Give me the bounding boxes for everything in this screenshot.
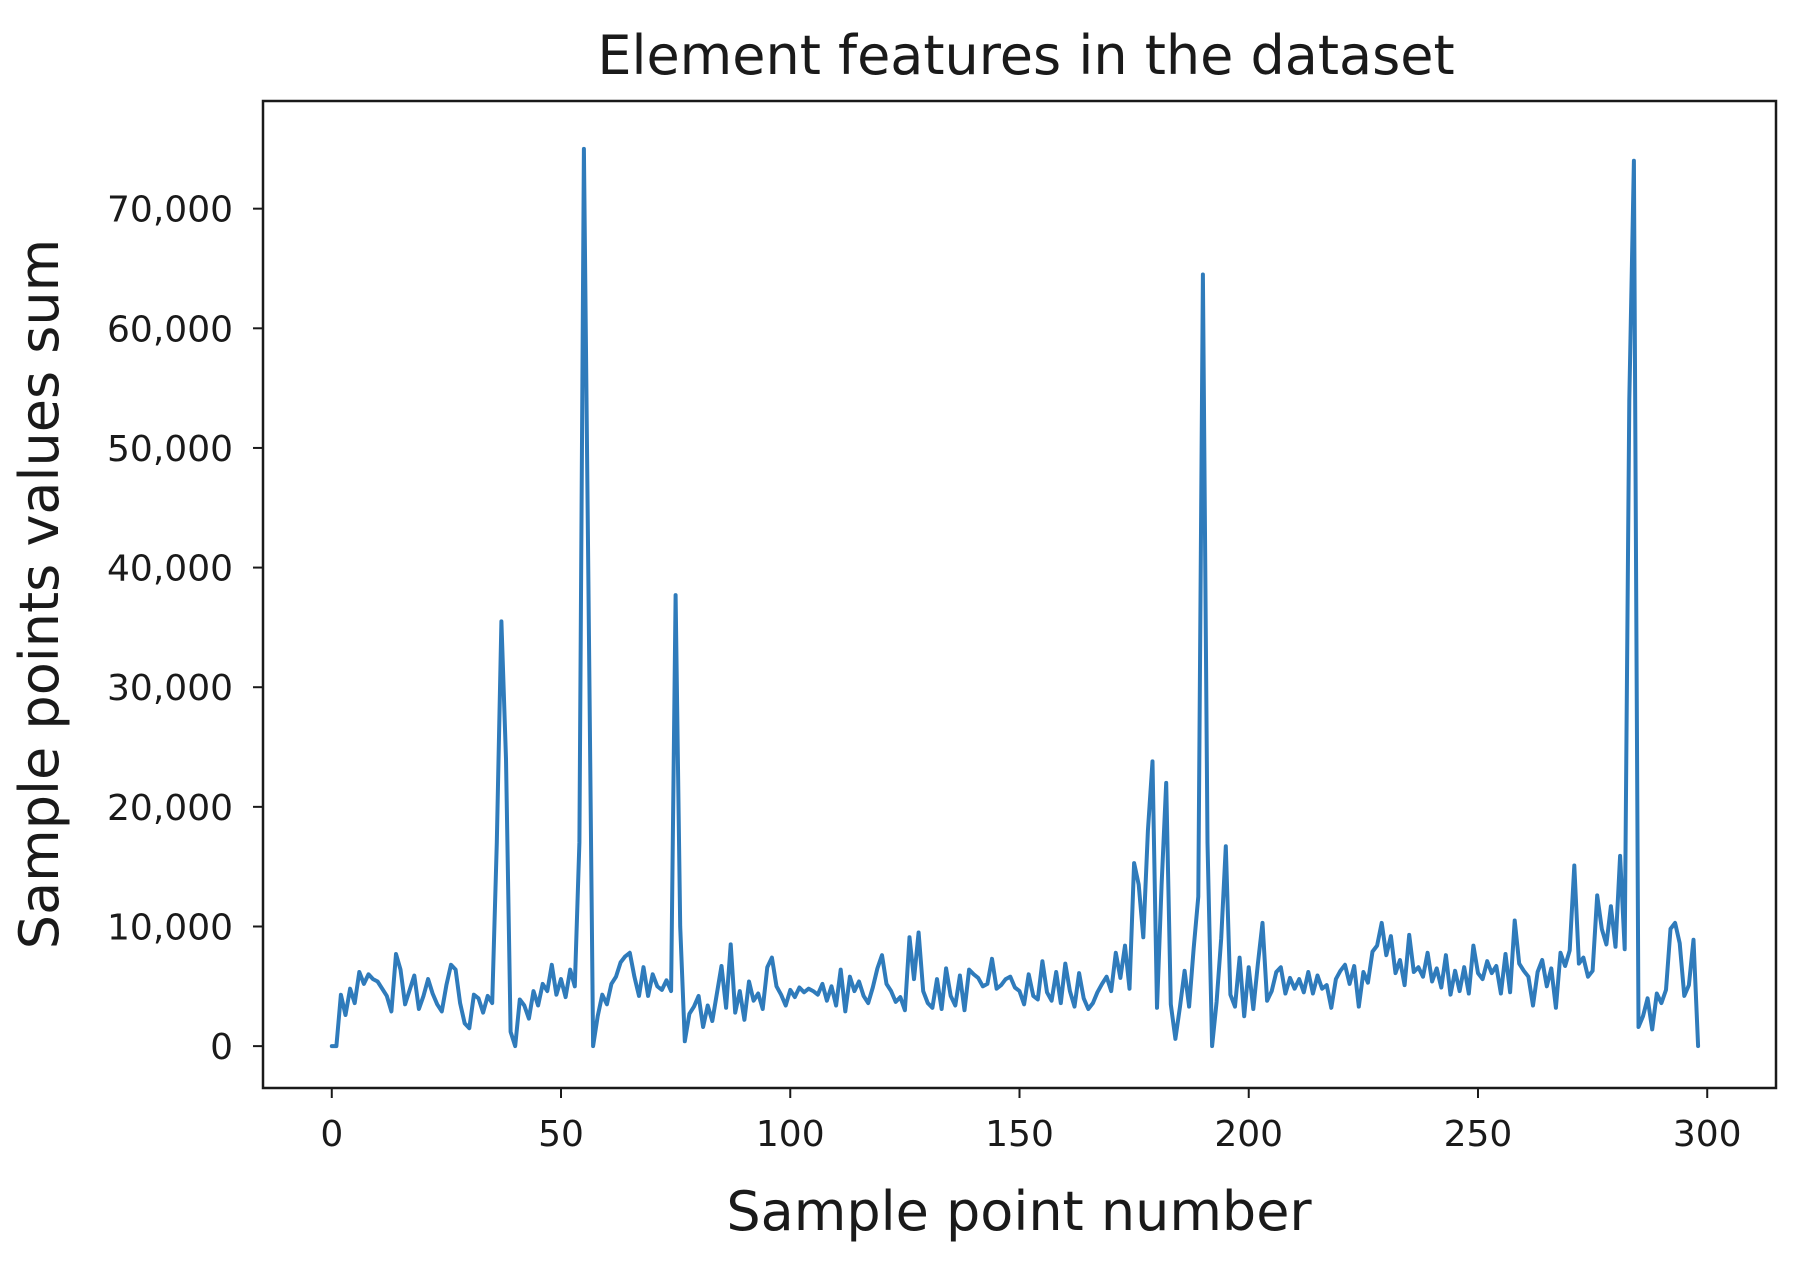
y-axis-ticks: 0 10,000 20,000 30,000 40,000 50,000 60,000 70,… [107, 190, 263, 1068]
y-tick-label: 40,000 [107, 549, 233, 590]
plot-frame [261, 99, 1778, 1090]
chart-title: Element features in the dataset [597, 24, 1454, 87]
y-tick-label: 50,000 [107, 429, 233, 470]
x-tick-label: 100 [756, 1114, 825, 1155]
y-tick-label: 0 [210, 1027, 233, 1068]
x-tick-label: 250 [1444, 1114, 1513, 1155]
y-tick-label: 70,000 [107, 190, 233, 231]
x-tick-label: 0 [320, 1114, 343, 1155]
x-tick-label: 300 [1673, 1114, 1742, 1155]
y-tick-label: 30,000 [107, 668, 233, 709]
x-tick-label: 200 [1214, 1114, 1283, 1155]
y-tick-label: 60,000 [107, 309, 233, 350]
series-line [329, 146, 1701, 1049]
y-tick-label: 20,000 [107, 788, 233, 829]
y-axis-label: Sample points values sum [8, 239, 71, 949]
x-tick-label: 150 [985, 1114, 1054, 1155]
y-tick-label: 10,000 [107, 907, 233, 948]
x-axis-label: Sample point number [726, 1180, 1312, 1243]
x-axis-ticks: 0 50 100 150 200 250 300 [320, 1088, 1742, 1155]
x-tick-label: 50 [538, 1114, 584, 1155]
